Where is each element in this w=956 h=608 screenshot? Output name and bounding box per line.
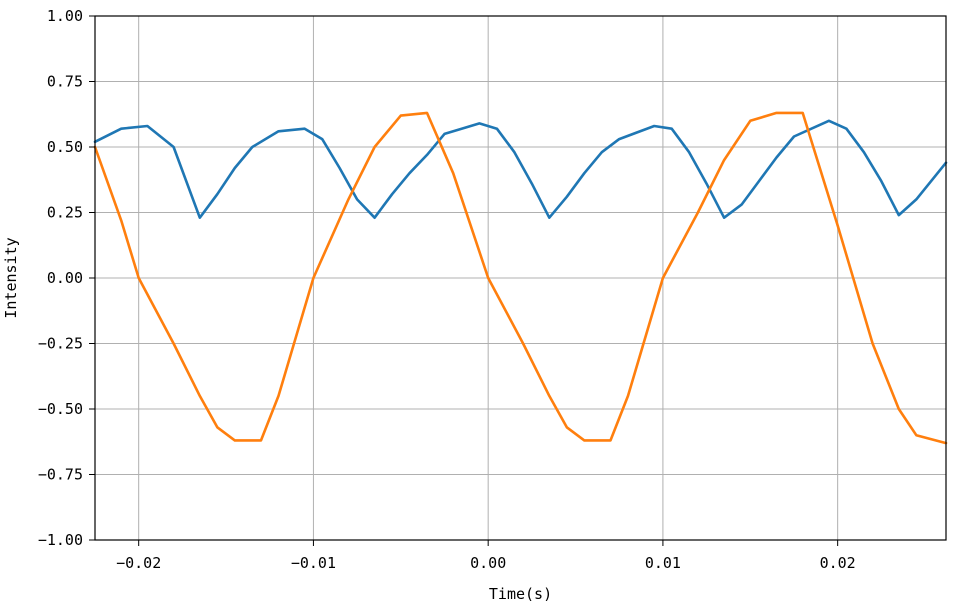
- series-line-2: [93, 111, 948, 445]
- x-tick-label: 0.01: [645, 554, 681, 572]
- y-tick-label: −0.75: [38, 466, 83, 484]
- x-tick-label: −0.01: [291, 554, 336, 572]
- x-axis-label: Time(s): [489, 585, 552, 603]
- x-tick-label: −0.02: [116, 554, 161, 572]
- y-axis-label: Intensity: [2, 237, 20, 318]
- y-tick-label: 0.00: [47, 269, 83, 287]
- x-tick-label: 0.00: [470, 554, 506, 572]
- series-line-1: [93, 119, 948, 219]
- series-layer: [93, 111, 948, 445]
- ticks: −0.02 −0.01 0.00 0.01 0.02 −1.00 −0.75 −0.50 −0.…: [38, 7, 856, 572]
- y-tick-label: 1.00: [47, 7, 83, 25]
- x-tick-label: 0.02: [820, 554, 856, 572]
- y-tick-label: −0.25: [38, 335, 83, 353]
- y-tick-label: 0.25: [47, 204, 83, 222]
- y-tick-label: −0.50: [38, 400, 83, 418]
- y-tick-label: 0.50: [47, 138, 83, 156]
- y-tick-label: −1.00: [38, 531, 83, 549]
- y-tick-label: 0.75: [47, 73, 83, 91]
